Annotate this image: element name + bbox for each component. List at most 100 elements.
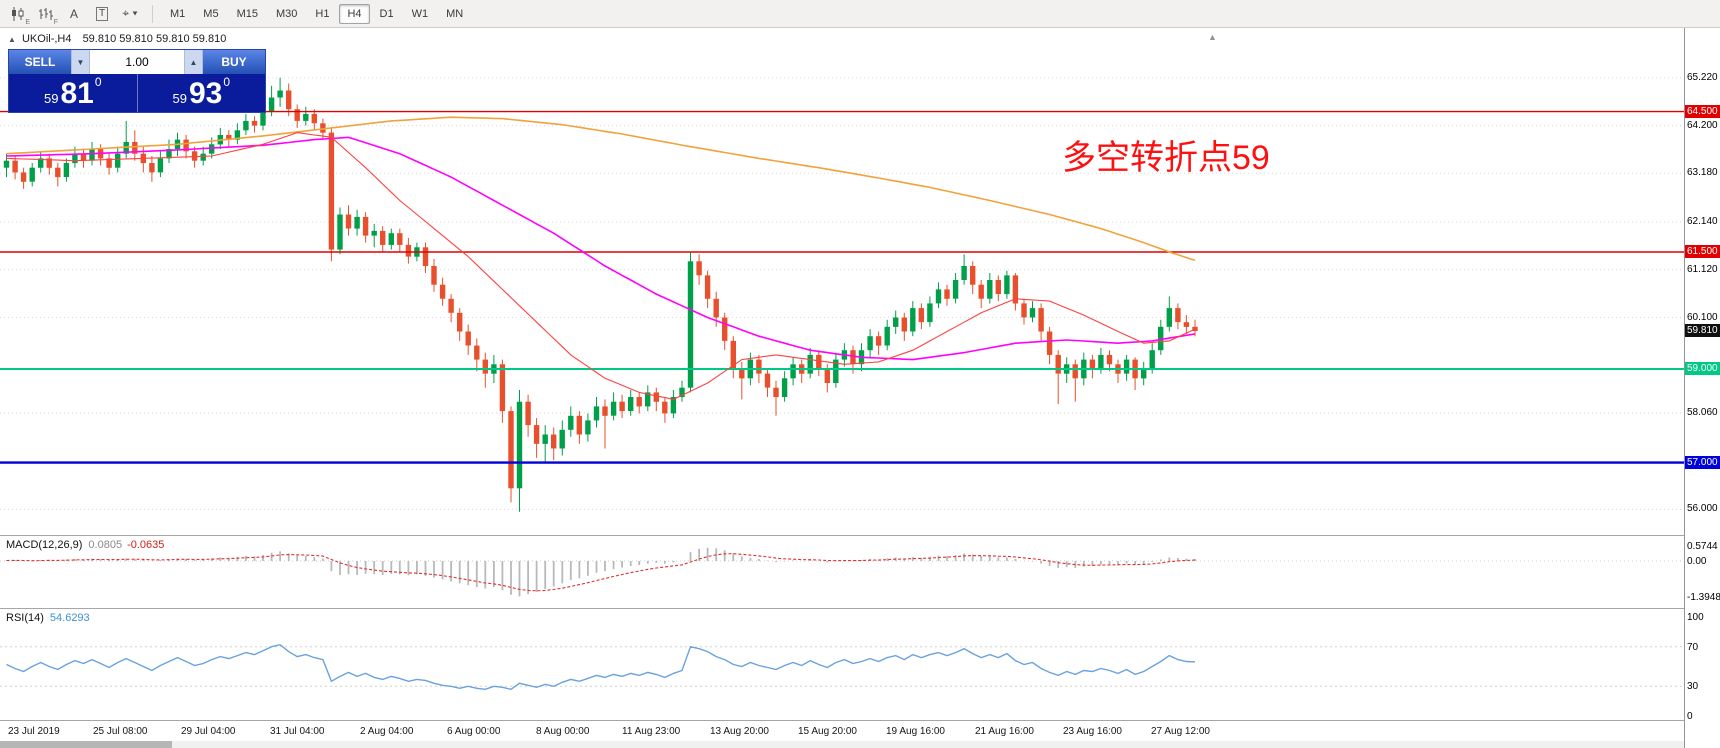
- candle-body: [653, 392, 659, 402]
- candle-body: [303, 113, 309, 121]
- panel-separator[interactable]: [0, 535, 1720, 536]
- chart-header: ▲ UKOil-,H4 59.810 59.810 59.810 59.810: [8, 33, 226, 45]
- candle-body: [55, 167, 61, 178]
- candle-body: [670, 397, 677, 414]
- timeframe-m5[interactable]: M5: [203, 7, 219, 20]
- candle-body: [944, 289, 950, 299]
- candle-body: [542, 434, 548, 444]
- macd-main-value: 0.0805: [88, 539, 123, 551]
- time-label: 23 Aug 16:00: [1063, 726, 1122, 737]
- candle-body: [987, 280, 993, 299]
- candle-body: [106, 158, 112, 168]
- candle-body: [687, 261, 694, 388]
- bid-price[interactable]: 59 81 0: [9, 74, 137, 112]
- candle-body: [636, 397, 642, 407]
- timeframe-h4[interactable]: H4: [339, 3, 370, 24]
- candle-body: [875, 336, 882, 346]
- candle-body: [1192, 326, 1198, 331]
- candle-body: [380, 230, 386, 245]
- candles-chart-icon[interactable]: E: [5, 3, 31, 26]
- scrollbar-thumb[interactable]: [0, 741, 172, 748]
- candle-body: [961, 266, 967, 280]
- candle-body: [764, 373, 771, 388]
- panel-separator[interactable]: [0, 608, 1720, 609]
- buy-button[interactable]: BUY: [203, 50, 265, 74]
- ma-fast-line: [6, 132, 1196, 400]
- candle-body: [439, 284, 446, 299]
- price-tick-label: 58.060: [1687, 407, 1718, 418]
- expand-marker-icon[interactable]: ▲: [8, 35, 16, 44]
- candle-body: [807, 354, 813, 374]
- candle-body: [115, 153, 121, 168]
- candle-body: [371, 230, 377, 236]
- price-tick-label: 62.140: [1687, 216, 1718, 227]
- candle-body: [234, 130, 241, 140]
- candle-body: [1046, 331, 1053, 355]
- candle-body: [978, 284, 984, 299]
- macd-label: MACD(12,26,9) 0.0805 -0.0635: [6, 539, 164, 551]
- candle-body: [1098, 354, 1104, 369]
- price-tick-label: 65.220: [1687, 71, 1718, 83]
- ask-superscript: 0: [223, 75, 231, 89]
- price-tick-label: 56.000: [1687, 503, 1718, 515]
- time-label: 21 Aug 16:00: [975, 726, 1034, 737]
- timeframe-m1[interactable]: M1: [170, 7, 186, 20]
- volume-input[interactable]: [90, 50, 184, 74]
- timeframe-m30[interactable]: M30: [275, 7, 298, 20]
- bars-chart-icon[interactable]: F: [33, 3, 59, 26]
- candle-body: [1038, 308, 1044, 332]
- candle-body: [585, 420, 591, 435]
- textbox-icon[interactable]: T: [89, 3, 115, 25]
- timeframe-mn[interactable]: MN: [446, 7, 464, 20]
- candle-body: [1141, 369, 1147, 379]
- price-chart-canvas[interactable]: [0, 28, 1684, 535]
- candle-body: [602, 406, 608, 416]
- candle-body: [1021, 303, 1027, 318]
- time-label: 23 Jul 2019: [8, 726, 60, 737]
- candle-body: [696, 261, 702, 276]
- macd-title-text: MACD(12,26,9): [6, 539, 83, 551]
- volume-caret-up-icon[interactable]: ▲: [184, 50, 203, 74]
- panel-separator: [0, 720, 1720, 721]
- ma-slow-line: [6, 116, 1196, 262]
- candle-body: [448, 298, 454, 313]
- horizontal-scrollbar[interactable]: [0, 741, 1684, 748]
- chart-annotation-text[interactable]: 多空转折点59: [1062, 139, 1270, 177]
- symbol-title: UKOil-,H4: [21, 33, 72, 45]
- quote-row: 59 81 0 59 93 0: [9, 74, 265, 112]
- candle-body: [29, 167, 35, 182]
- sell-caret-down-icon[interactable]: ▼: [71, 50, 90, 74]
- candle-body: [38, 158, 44, 168]
- candle-body: [952, 280, 959, 299]
- sell-button[interactable]: SELL: [9, 50, 71, 74]
- toolbar: E F A T ⌖ ▾ M1 M5 M15 M30 H1 H4 D1 W1 MN: [0, 0, 1720, 28]
- current-price-label: 59.810: [1685, 324, 1720, 338]
- ask-price[interactable]: 59 93 0: [136, 74, 266, 112]
- candle-body: [739, 369, 745, 379]
- candle-body: [3, 160, 10, 168]
- candle-body: [1004, 275, 1010, 295]
- candle-body: [251, 120, 258, 126]
- price-tick-label: 64.200: [1687, 119, 1718, 131]
- time-axis[interactable]: 23 Jul 2019 25 Jul 08:00 29 Jul 04:00 31 Ju…: [0, 721, 1684, 741]
- candle-body: [157, 158, 164, 173]
- ask-big-digits: 93: [188, 77, 223, 110]
- shapes-dropdown-icon[interactable]: ⌖ ▾: [122, 6, 138, 20]
- candle-body: [970, 266, 976, 285]
- rsi-title-text: RSI(14): [6, 612, 44, 624]
- autoscroll-icon[interactable]: ▲: [1208, 32, 1217, 42]
- timeframe-m15[interactable]: M15: [236, 7, 258, 20]
- candle-body: [867, 336, 873, 351]
- macd-histogram: [5, 547, 1196, 597]
- price-scale[interactable]: 65.220 64.200 63.180 62.140 61.120 60.100 58.0…: [1684, 28, 1720, 748]
- annotate-text-icon[interactable]: A: [69, 6, 78, 21]
- candle-body: [268, 97, 275, 112]
- macd-indicator-canvas[interactable]: [0, 536, 1684, 608]
- rsi-indicator-canvas[interactable]: [0, 609, 1684, 720]
- timeframe-d1[interactable]: D1: [379, 7, 394, 20]
- candle-body: [628, 397, 634, 411]
- timeframe-w1[interactable]: W1: [411, 7, 429, 20]
- candle-body: [243, 120, 249, 131]
- timeframe-h1[interactable]: H1: [315, 7, 330, 20]
